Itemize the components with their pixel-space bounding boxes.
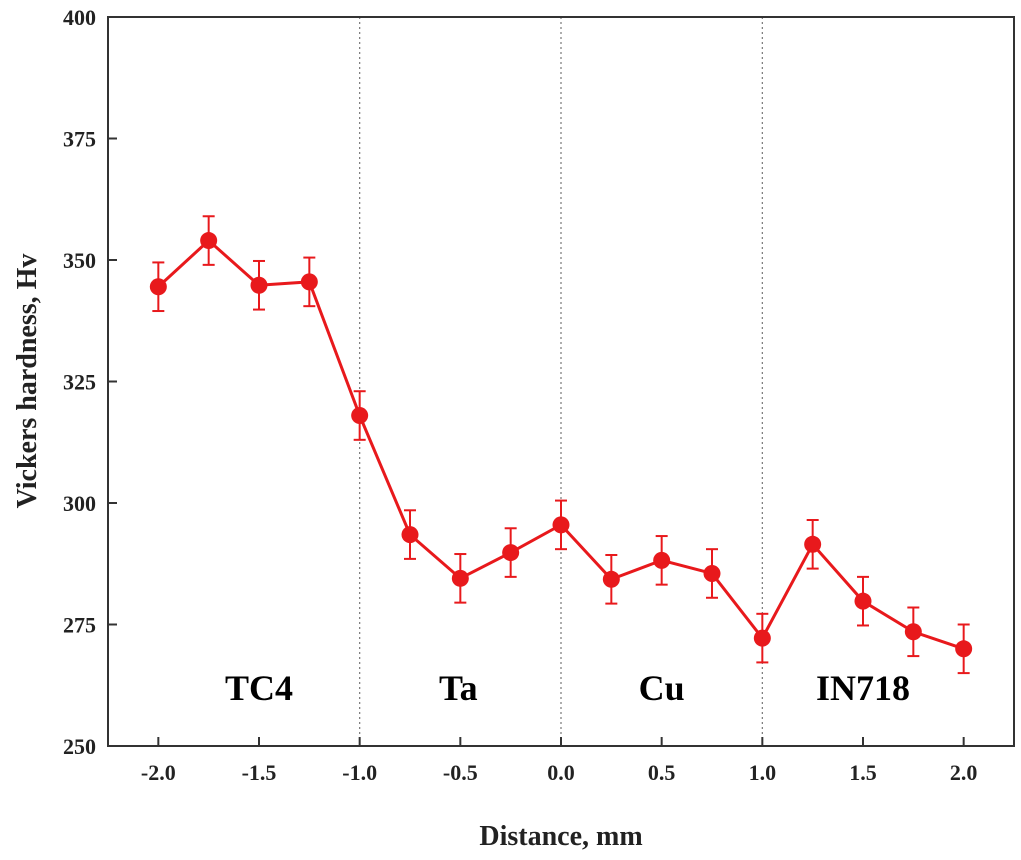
- data-point: [804, 535, 822, 553]
- y-axis-ticks: 250 275 300 325 350 375 400: [63, 5, 117, 759]
- y-tick-label: 275: [63, 613, 96, 638]
- x-tick-label: 0.0: [547, 760, 575, 785]
- data-point: [451, 569, 469, 587]
- data-point: [955, 640, 973, 658]
- data-point: [703, 564, 721, 582]
- data-point: [351, 407, 369, 425]
- data-point: [149, 278, 167, 296]
- data-point: [552, 516, 570, 534]
- y-tick-label: 250: [63, 734, 96, 759]
- region-labels: TC4 Ta Cu IN718: [225, 668, 910, 708]
- data-point: [753, 629, 771, 647]
- x-tick-label: -2.0: [141, 760, 176, 785]
- data-series: [149, 215, 973, 675]
- data-point: [904, 623, 922, 641]
- region-label: Cu: [639, 668, 685, 708]
- x-tick-label: 1.0: [749, 760, 777, 785]
- data-point: [502, 544, 520, 562]
- y-axis-title: Vickers hardness, Hv: [12, 254, 43, 509]
- region-label: TC4: [225, 668, 293, 708]
- x-tick-label: 1.5: [849, 760, 877, 785]
- region-label: IN718: [816, 668, 910, 708]
- x-axis-ticks: -2.0 -1.5 -1.0 -0.5 0.0 0.5 1.0 1.5 2.0: [141, 737, 977, 785]
- data-point: [653, 551, 671, 569]
- y-tick-label: 350: [63, 248, 96, 273]
- data-point: [300, 273, 318, 291]
- data-point: [250, 276, 268, 294]
- data-point: [200, 232, 218, 250]
- x-tick-label: -1.5: [242, 760, 277, 785]
- region-boundaries: [359, 17, 763, 746]
- x-axis-title: Distance, mm: [479, 821, 642, 852]
- y-tick-label: 325: [63, 370, 96, 395]
- x-tick-label: -1.0: [342, 760, 377, 785]
- y-tick-label: 400: [63, 5, 96, 30]
- data-point: [854, 592, 872, 610]
- plot-frame: [107, 16, 1015, 747]
- y-tick-label: 375: [63, 127, 96, 152]
- x-tick-label: -0.5: [443, 760, 478, 785]
- region-label: Ta: [439, 668, 478, 708]
- data-point: [602, 570, 620, 588]
- data-point: [401, 526, 419, 544]
- x-tick-label: 2.0: [950, 760, 978, 785]
- y-tick-label: 300: [63, 491, 96, 516]
- x-tick-label: 0.5: [648, 760, 676, 785]
